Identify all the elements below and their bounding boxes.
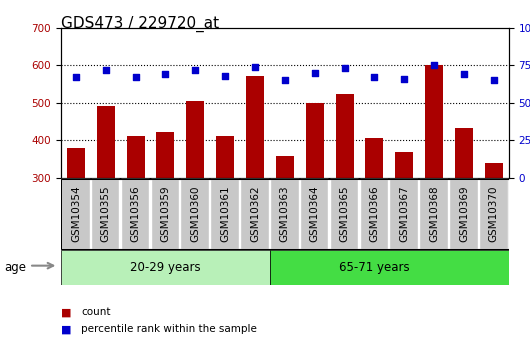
- Text: GSM10362: GSM10362: [250, 186, 260, 242]
- Point: [191, 67, 199, 72]
- Text: GSM10355: GSM10355: [101, 186, 111, 242]
- Text: GSM10366: GSM10366: [369, 186, 379, 242]
- Point: [340, 65, 349, 71]
- Text: GSM10365: GSM10365: [340, 186, 350, 242]
- Point: [311, 70, 319, 76]
- FancyBboxPatch shape: [330, 179, 358, 249]
- Text: GDS473 / 229720_at: GDS473 / 229720_at: [61, 16, 219, 32]
- Text: 20-29 years: 20-29 years: [130, 261, 201, 274]
- Bar: [127, 136, 145, 178]
- Text: GSM10359: GSM10359: [161, 186, 171, 242]
- FancyBboxPatch shape: [270, 250, 509, 285]
- Bar: [67, 148, 85, 178]
- Bar: [395, 152, 413, 178]
- Bar: [246, 76, 264, 178]
- Bar: [335, 95, 354, 178]
- Text: percentile rank within the sample: percentile rank within the sample: [81, 325, 257, 334]
- Point: [131, 75, 140, 80]
- FancyBboxPatch shape: [270, 179, 298, 249]
- Point: [281, 77, 289, 83]
- Point: [400, 76, 409, 81]
- Text: GSM10361: GSM10361: [220, 186, 230, 242]
- Text: ■: ■: [61, 307, 72, 317]
- FancyBboxPatch shape: [479, 179, 508, 249]
- Bar: [485, 163, 503, 178]
- Bar: [455, 128, 473, 178]
- FancyBboxPatch shape: [61, 250, 270, 285]
- Point: [161, 71, 170, 77]
- Text: ■: ■: [61, 325, 72, 334]
- FancyBboxPatch shape: [91, 179, 119, 249]
- Text: GSM10369: GSM10369: [459, 186, 469, 242]
- Bar: [276, 156, 294, 178]
- FancyBboxPatch shape: [449, 179, 478, 249]
- Point: [221, 73, 229, 78]
- Bar: [156, 132, 174, 178]
- Text: 65-71 years: 65-71 years: [339, 261, 410, 274]
- Point: [490, 77, 498, 83]
- Text: GSM10370: GSM10370: [489, 186, 499, 242]
- Point: [102, 67, 110, 72]
- Text: GSM10354: GSM10354: [71, 186, 81, 242]
- Bar: [366, 138, 383, 178]
- Text: GSM10364: GSM10364: [310, 186, 320, 242]
- Text: age: age: [4, 261, 26, 274]
- FancyBboxPatch shape: [390, 179, 418, 249]
- Text: count: count: [81, 307, 111, 317]
- FancyBboxPatch shape: [359, 179, 388, 249]
- Text: GSM10367: GSM10367: [399, 186, 409, 242]
- FancyBboxPatch shape: [121, 179, 149, 249]
- Text: GSM10368: GSM10368: [429, 186, 439, 242]
- Text: GSM10363: GSM10363: [280, 186, 290, 242]
- FancyBboxPatch shape: [180, 179, 209, 249]
- Point: [370, 75, 378, 80]
- Text: GSM10360: GSM10360: [190, 186, 200, 242]
- FancyBboxPatch shape: [419, 179, 448, 249]
- FancyBboxPatch shape: [151, 179, 179, 249]
- Text: GSM10356: GSM10356: [130, 186, 140, 242]
- Bar: [306, 103, 324, 178]
- Bar: [425, 65, 443, 178]
- Bar: [187, 101, 204, 178]
- FancyBboxPatch shape: [61, 179, 90, 249]
- FancyBboxPatch shape: [300, 179, 329, 249]
- FancyBboxPatch shape: [210, 179, 239, 249]
- Point: [251, 64, 259, 69]
- Point: [72, 75, 80, 80]
- Bar: [216, 136, 234, 178]
- Point: [460, 71, 469, 77]
- FancyBboxPatch shape: [240, 179, 269, 249]
- Point: [430, 62, 438, 68]
- Bar: [97, 106, 114, 178]
